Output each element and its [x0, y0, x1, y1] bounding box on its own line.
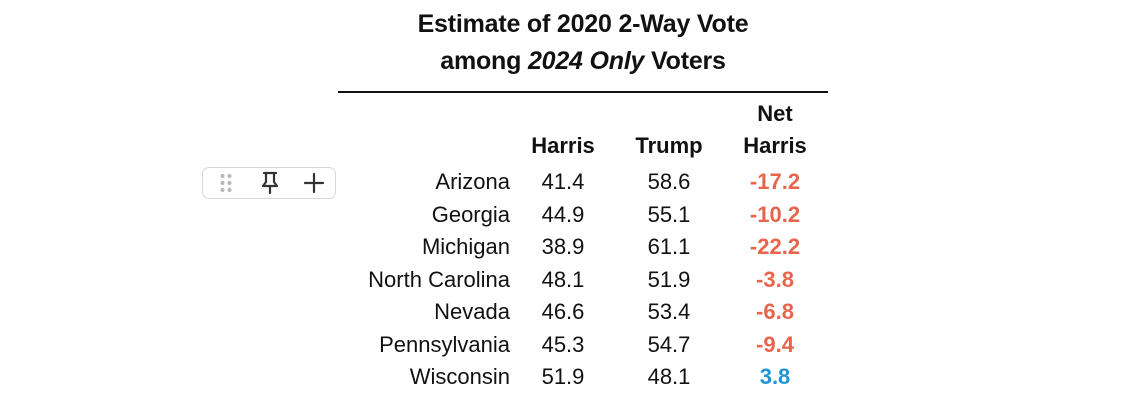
harris-value: 38.9 [541, 234, 585, 259]
table-row: Nevada 46.6 53.4 -6.8 [0, 296, 1128, 329]
column-header-trump: Trump [635, 133, 703, 158]
pin-button[interactable] [255, 168, 285, 198]
state-name: Georgia [431, 201, 510, 227]
trump-value: 48.1 [647, 364, 691, 389]
state-name: Arizona [435, 169, 510, 194]
trump-value: 53.4 [647, 299, 691, 324]
table-row: Pennsylvania 45.3 54.7 -9.4 [0, 329, 1128, 362]
title-rule [338, 91, 828, 93]
state-name: Michigan [421, 234, 510, 259]
table-row: Georgia 44.9 55.1 -10.2 [0, 199, 1128, 232]
net-header-line-2: Harris [743, 133, 807, 158]
table-row: Michigan 38.9 61.1 -22.2 [0, 231, 1128, 264]
drag-handle-icon [220, 174, 232, 192]
net-harris-value: 3.8 [759, 364, 791, 389]
trump-value: 58.6 [647, 169, 691, 194]
trump-value: 61.1 [647, 234, 691, 259]
title-line-2-emphasis: 2024 Only [527, 47, 645, 75]
net-harris-value: -17.2 [749, 169, 801, 194]
vote-table-body: Arizona 41.4 58.6 -17.2 Georgia 44.9 55.… [0, 166, 1128, 394]
block-toolbar [202, 167, 336, 199]
column-header-harris: Harris [531, 133, 595, 158]
harris-value: 48.1 [541, 266, 585, 292]
harris-value: 45.3 [541, 331, 585, 357]
harris-value: 44.9 [541, 201, 585, 227]
title-line-1: Estimate of 2020 2-Way Vote [417, 10, 749, 38]
add-block-button[interactable] [299, 168, 329, 198]
net-harris-value: -22.2 [749, 234, 801, 259]
table-row: North Carolina 48.1 51.9 -3.8 [0, 264, 1128, 297]
state-name: Pennsylvania [379, 331, 510, 357]
column-header-net-harris: Net Harris [734, 98, 816, 162]
state-name: North Carolina [368, 266, 510, 292]
state-name: Nevada [434, 299, 510, 324]
plus-icon [303, 172, 325, 194]
harris-value: 51.9 [541, 364, 585, 389]
net-harris-value: -9.4 [756, 331, 794, 357]
trump-value: 54.7 [647, 331, 691, 357]
net-harris-value: -3.8 [756, 266, 794, 292]
net-header-line-1: Net [757, 101, 793, 126]
table-row: Wisconsin 51.9 48.1 3.8 [0, 361, 1128, 394]
drag-handle-button[interactable] [211, 168, 241, 198]
title-line-2: among 2024 Only Voters [338, 43, 828, 80]
net-harris-value: -6.8 [756, 299, 794, 324]
harris-value: 41.4 [541, 169, 585, 194]
table-title: Estimate of 2020 2-Way Vote among 2024 O… [338, 6, 828, 80]
title-line-2-prefix: among [440, 47, 528, 75]
harris-value: 46.6 [541, 299, 585, 324]
state-name: Wisconsin [409, 364, 510, 389]
trump-value: 55.1 [647, 201, 691, 227]
pin-icon [261, 171, 279, 195]
net-harris-value: -10.2 [749, 201, 801, 227]
table-row: Arizona 41.4 58.6 -17.2 [0, 166, 1128, 199]
trump-value: 51.9 [647, 266, 691, 292]
title-line-2-suffix: Voters [644, 47, 726, 75]
